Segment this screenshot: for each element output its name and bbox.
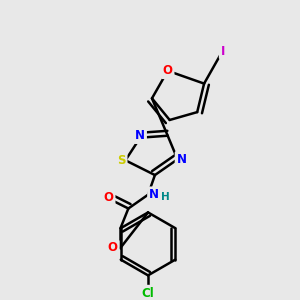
Text: N: N: [135, 129, 145, 142]
Text: O: O: [104, 191, 114, 204]
Text: N: N: [149, 188, 159, 201]
Text: H: H: [161, 192, 170, 202]
Text: Cl: Cl: [142, 286, 154, 300]
Text: I: I: [220, 45, 225, 58]
Text: O: O: [108, 241, 118, 254]
Text: S: S: [117, 154, 126, 167]
Text: O: O: [108, 241, 118, 254]
Text: N: N: [176, 153, 187, 166]
Text: O: O: [163, 64, 173, 77]
